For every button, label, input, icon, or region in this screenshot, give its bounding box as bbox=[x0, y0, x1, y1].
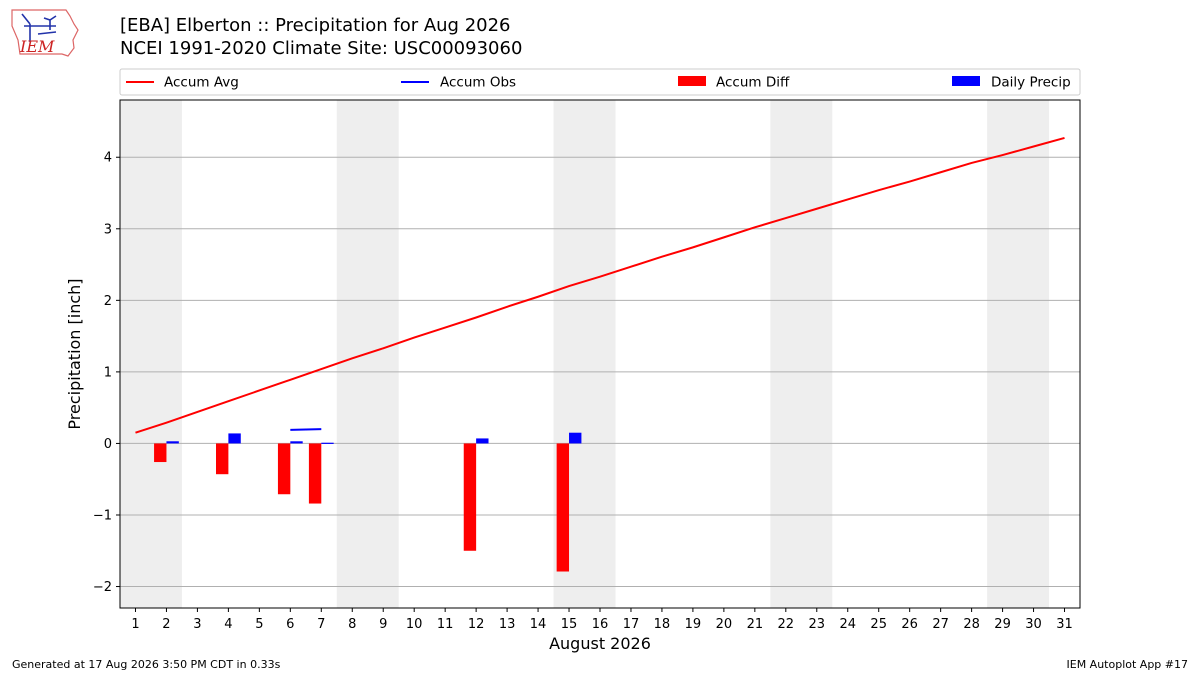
y-tick-label: 1 bbox=[104, 365, 112, 380]
x-tick-label: 10 bbox=[406, 617, 423, 632]
x-tick-label: 8 bbox=[348, 617, 356, 632]
y-tick-label: 2 bbox=[104, 294, 112, 309]
legend-label-accum-avg: Accum Avg bbox=[164, 75, 239, 91]
weekend-shading bbox=[120, 100, 1050, 608]
x-tick-label: 27 bbox=[932, 617, 949, 632]
accum-avg-line bbox=[135, 136, 1065, 434]
weekend-band-4 bbox=[987, 100, 1050, 608]
accum-diff-bar bbox=[308, 443, 322, 504]
x-tick-label: 18 bbox=[654, 617, 671, 632]
legend-label-accum-obs: Accum Obs bbox=[440, 75, 516, 91]
accum-obs-line bbox=[290, 428, 322, 431]
x-tick-label: 3 bbox=[193, 617, 201, 632]
x-tick-label: 16 bbox=[592, 617, 609, 632]
x-tick-label: 21 bbox=[747, 617, 764, 632]
x-tick-label: 6 bbox=[286, 617, 294, 632]
x-tick-label: 15 bbox=[561, 617, 578, 632]
y-tick-label: −1 bbox=[93, 508, 112, 523]
daily-precip-bar bbox=[476, 438, 489, 444]
weekend-band-3 bbox=[770, 100, 833, 608]
x-tick-label: 5 bbox=[255, 617, 263, 632]
chart-title-line1: [EBA] Elberton :: Precipitation for Aug … bbox=[120, 15, 511, 36]
x-tick-label: 9 bbox=[379, 617, 387, 632]
daily-precip-bar bbox=[321, 442, 334, 444]
accum-diff-bar bbox=[463, 443, 477, 551]
x-tick-label: 11 bbox=[437, 617, 454, 632]
chart-title-line2: NCEI 1991-2020 Climate Site: USC00093060 bbox=[120, 38, 522, 59]
x-tick-label: 19 bbox=[685, 617, 702, 632]
lines bbox=[135, 136, 1065, 434]
x-tick-label: 28 bbox=[963, 617, 980, 632]
legend-frame bbox=[119, 68, 1081, 96]
accum-diff-bar bbox=[556, 443, 570, 572]
y-axis-label: Precipitation [inch] bbox=[65, 278, 84, 429]
x-tick-label: 17 bbox=[623, 617, 640, 632]
daily-precip-bar bbox=[290, 441, 303, 444]
bars bbox=[154, 432, 582, 572]
y-tick-label: −2 bbox=[93, 580, 112, 595]
x-tick-label: 24 bbox=[839, 617, 856, 632]
legend-label-accum-diff: Accum Diff bbox=[716, 75, 790, 91]
weekend-band-0 bbox=[120, 100, 182, 608]
y-tick-label: 4 bbox=[104, 151, 112, 166]
x-tick-label: 4 bbox=[224, 617, 232, 632]
x-tick-label: 29 bbox=[994, 617, 1011, 632]
x-tick-label: 26 bbox=[901, 617, 918, 632]
y-tick-label: 0 bbox=[104, 437, 112, 452]
iowa-outline-icon bbox=[11, 9, 79, 57]
x-tick-label: 7 bbox=[317, 617, 325, 632]
y-tick-label: 3 bbox=[104, 222, 112, 237]
x-tick-label: 22 bbox=[778, 617, 795, 632]
x-tick-label: 13 bbox=[499, 617, 516, 632]
x-tick-label: 1 bbox=[131, 617, 139, 632]
y-ticks: −2 −1 0 1 2 3 4 bbox=[93, 151, 120, 595]
footer-app-id: IEM Autoplot App #17 bbox=[1067, 658, 1189, 671]
legend: Accum Avg Accum Obs Accum Diff Daily Pre… bbox=[119, 68, 1081, 96]
weather-station-icon bbox=[21, 13, 57, 42]
legend-swatch-daily-precip bbox=[952, 76, 980, 86]
legend-swatch-accum-diff bbox=[678, 76, 706, 86]
x-tick-label: 12 bbox=[468, 617, 485, 632]
x-tick-label: 31 bbox=[1056, 617, 1073, 632]
legend-label-daily-precip: Daily Precip bbox=[991, 75, 1071, 91]
x-ticks: 1 2 3 4 5 6 7 8 9 10 11 12 13 14 15 16 17 18 19 20 21 22 23 24 2… bbox=[131, 608, 1073, 632]
x-axis-label: August 2026 bbox=[549, 634, 651, 653]
iem-logo: IEM bbox=[11, 9, 79, 57]
footer-generated: Generated at 17 Aug 2026 3:50 PM CDT in … bbox=[12, 658, 281, 671]
daily-precip-bar bbox=[569, 432, 582, 444]
x-tick-label: 30 bbox=[1025, 617, 1042, 632]
accum-diff-bar bbox=[277, 443, 291, 495]
x-tick-label: 2 bbox=[162, 617, 170, 632]
accum-diff-bar bbox=[154, 443, 167, 463]
daily-precip-bar bbox=[166, 441, 179, 444]
daily-precip-bar bbox=[228, 433, 241, 444]
x-tick-label: 25 bbox=[870, 617, 887, 632]
x-tick-label: 20 bbox=[716, 617, 733, 632]
x-tick-label: 14 bbox=[530, 617, 547, 632]
x-tick-label: 23 bbox=[809, 617, 826, 632]
logo-text: IEM bbox=[19, 37, 55, 56]
accum-diff-bar bbox=[216, 443, 229, 475]
